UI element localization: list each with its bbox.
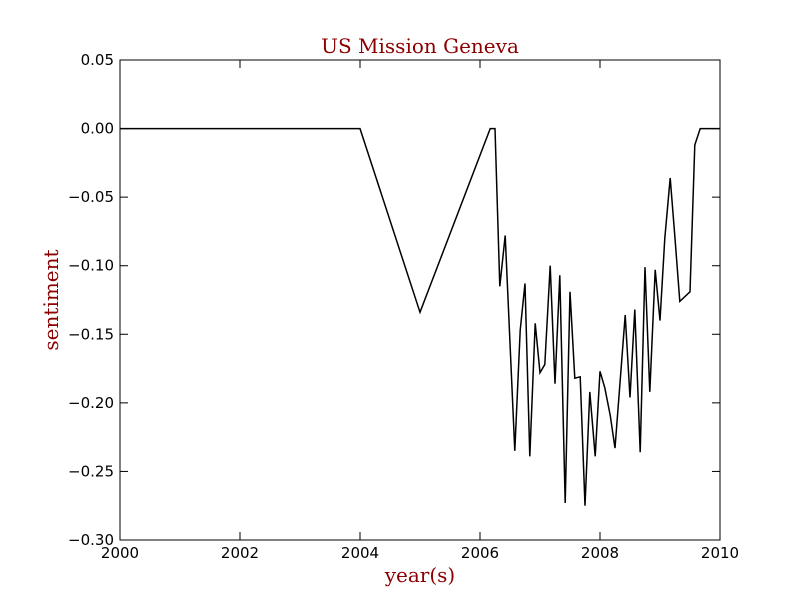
x-axis-label: year(s) [384,563,456,587]
y-axis: 0.05 0.00 −0.05 −0.10 −0.15 −0.20 −0.25 −0.30 [68,51,720,549]
y-tick-label: −0.15 [68,325,114,343]
x-tick-label: 2002 [221,544,259,562]
y-tick-label: 0.00 [81,120,114,138]
x-axis: 2000 2002 2004 2006 2008 2010 [101,60,739,562]
plot-frame [119,59,721,541]
y-tick-label: −0.30 [68,531,114,549]
y-tick-label: −0.25 [68,462,114,480]
x-tick-label: 2000 [101,544,139,562]
y-tick-label: 0.05 [81,51,114,69]
x-tick-label: 2004 [341,544,379,562]
chart-title: US Mission Geneva [321,34,519,58]
y-tick-label: −0.10 [68,257,114,275]
x-tick-label: 2010 [701,544,739,562]
x-tick-label: 2008 [581,544,619,562]
y-tick-label: −0.20 [68,394,114,412]
y-tick-label: −0.05 [68,188,114,206]
y-axis-label: sentiment [39,249,63,350]
x-tick-label: 2006 [461,544,499,562]
series-line [120,127,720,506]
